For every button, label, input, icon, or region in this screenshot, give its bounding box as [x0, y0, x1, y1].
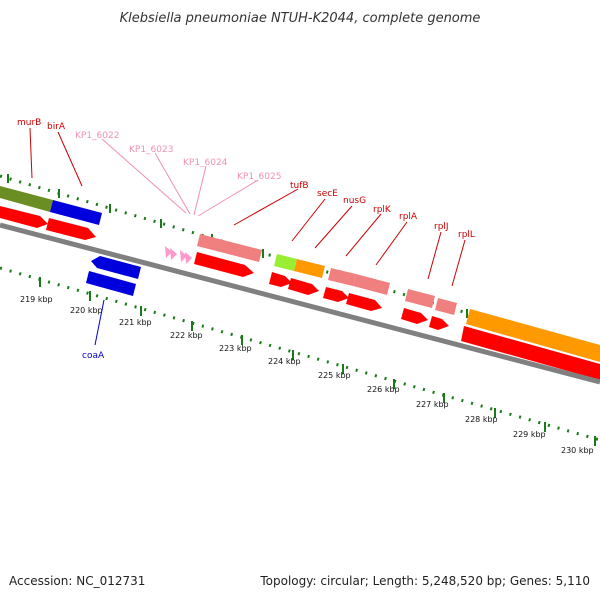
gene-label-rplL: rplL [458, 230, 475, 240]
gene-label-coaA: coaA [82, 351, 105, 361]
rplK-feature[interactable] [353, 274, 390, 295]
gene-label-birA: birA [47, 122, 66, 132]
rplA-feature[interactable] [405, 289, 435, 308]
tufB-lime-feature[interactable] [274, 254, 297, 271]
KP1_6025-feature[interactable] [185, 252, 192, 264]
tick-label-227: 227 kbp [416, 400, 449, 409]
tick-label-220: 220 kbp [70, 306, 103, 315]
tick-label-223: 223 kbp [219, 344, 252, 353]
cds-arrow-3[interactable] [194, 252, 254, 277]
tick-label-226: 226 kbp [367, 385, 400, 394]
tick-label-229: 229 kbp [513, 430, 546, 439]
tick-label-230: 230 kbp [561, 446, 594, 455]
murB-feature[interactable] [0, 186, 53, 212]
cds-arrow-5[interactable] [288, 278, 319, 295]
cds-arrow-10[interactable] [461, 326, 600, 380]
backbone [0, 222, 600, 385]
inner-tick-track [0, 266, 600, 446]
tick-label-222: 222 kbp [170, 331, 203, 340]
tick-label-225: 225 kbp [318, 371, 351, 380]
KP1_6023-feature[interactable] [170, 248, 177, 260]
gene-label-rplJ: rplJ [434, 222, 449, 232]
coaA-arrow-feature[interactable] [91, 256, 141, 279]
tufB-outer-feature[interactable] [197, 234, 262, 262]
map-title: Klebsiella pneumoniae NTUH-K2044, comple… [120, 11, 481, 26]
gene-label-secE: secE [317, 189, 338, 199]
cds-arrow-6[interactable] [323, 287, 349, 302]
gene-label-rplA: rplA [399, 212, 418, 222]
cds-arrow-4[interactable] [269, 272, 292, 287]
secE-feature[interactable] [294, 259, 325, 278]
tick-label-224: 224 kbp [268, 357, 301, 366]
accession-label: Accession: NC_012731 [9, 574, 145, 588]
gene-label-tufB: tufB [290, 181, 309, 191]
gene-label-KP1_6024: KP1_6024 [183, 158, 228, 168]
KP1_6022-feature[interactable] [165, 246, 172, 258]
rplL-feature[interactable] [466, 309, 600, 362]
birA-feature[interactable] [50, 200, 102, 225]
cds-arrow-1[interactable] [0, 206, 48, 228]
cds-arrow-7[interactable] [346, 293, 382, 311]
cds-arrow-2[interactable] [46, 218, 96, 240]
gene-label-KP1_6023: KP1_6023 [129, 145, 173, 155]
cds-arrow-9[interactable] [429, 316, 449, 330]
tick-label-228: 228 kbp [465, 415, 498, 424]
gene-label-KP1_6025: KP1_6025 [237, 172, 281, 182]
leader-lines [29, 127, 466, 346]
gene-label-KP1_6022: KP1_6022 [75, 131, 119, 141]
tick-label-221: 221 kbp [119, 318, 152, 327]
gene-label-nusG: nusG [343, 196, 366, 206]
KP1_6024-feature[interactable] [180, 250, 187, 262]
nusG-feature[interactable] [328, 268, 356, 286]
cds-arrow-8[interactable] [401, 308, 428, 324]
tick-label-219: 219 kbp [20, 295, 53, 304]
rplJ-feature[interactable] [435, 298, 457, 315]
gene-label-murB: murB [17, 118, 41, 128]
coaA-feature[interactable] [86, 271, 136, 296]
gene-label-rplK: rplK [373, 205, 392, 215]
topology-summary: Topology: circular; Length: 5,248,520 bp… [259, 574, 590, 588]
